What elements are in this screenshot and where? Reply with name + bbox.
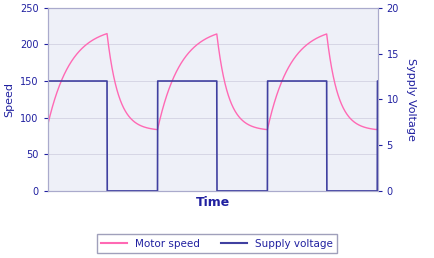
X-axis label: Time: Time	[196, 197, 230, 209]
Y-axis label: Speed: Speed	[4, 82, 14, 117]
Legend: Motor speed, Supply voltage: Motor speed, Supply voltage	[97, 235, 337, 253]
Y-axis label: Sypply Voltage: Sypply Voltage	[406, 58, 416, 141]
